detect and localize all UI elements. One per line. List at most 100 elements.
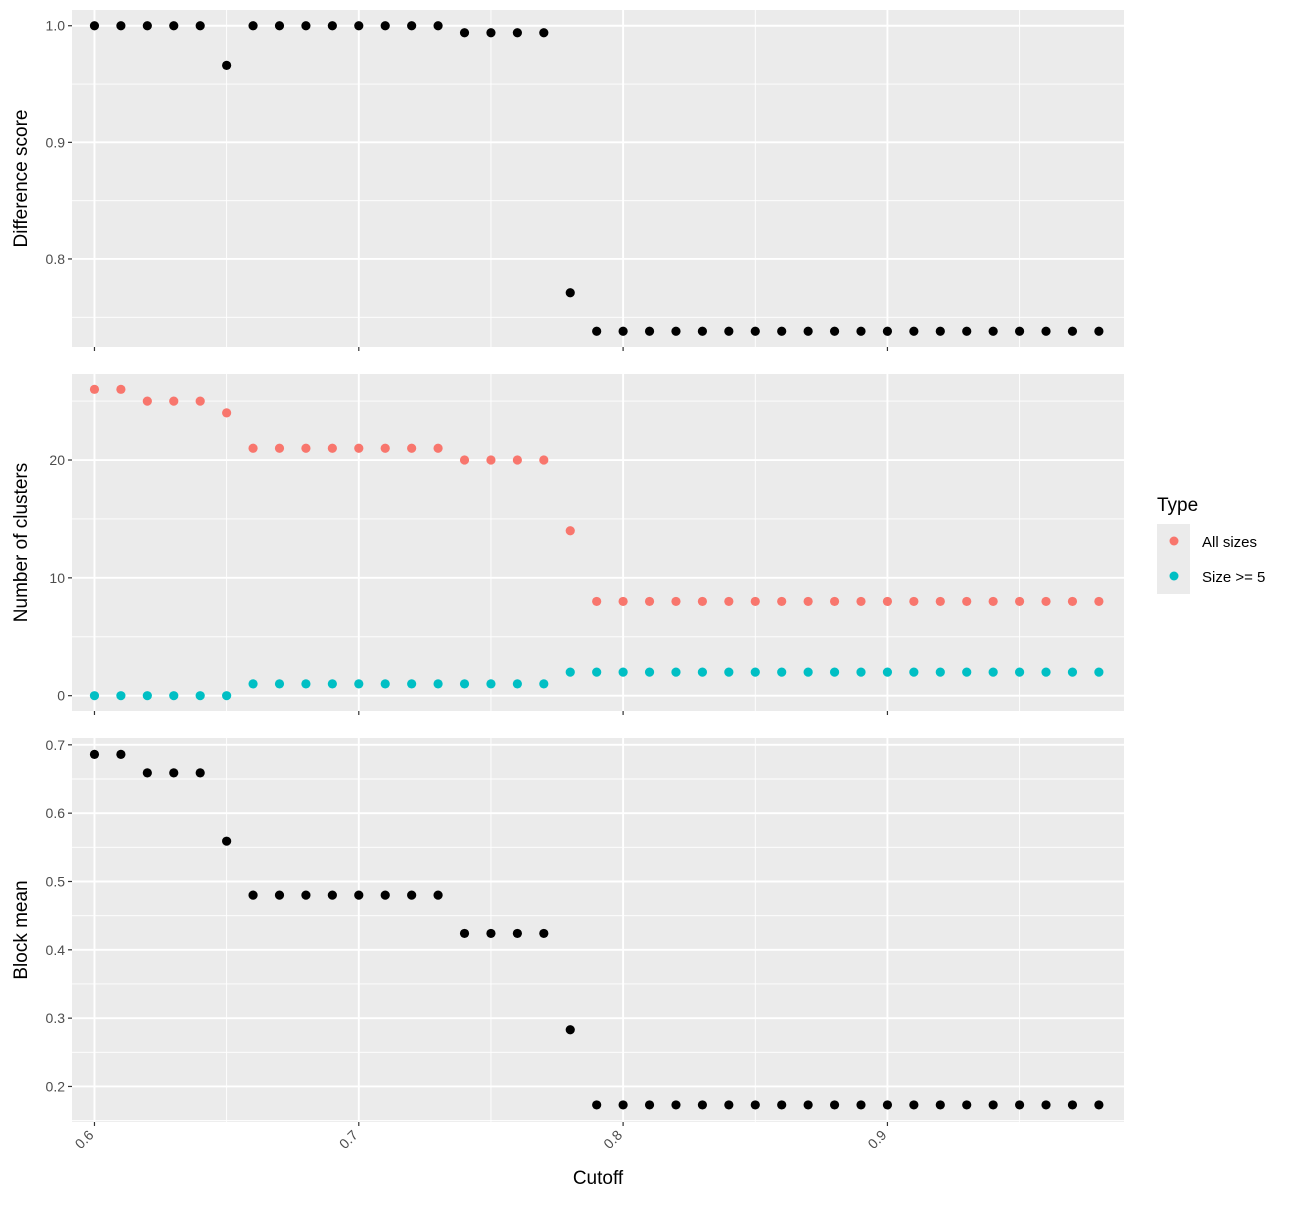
data-point xyxy=(592,667,602,677)
data-point xyxy=(565,288,575,298)
data-point xyxy=(803,326,813,336)
data-point xyxy=(671,596,681,607)
data-point xyxy=(407,679,417,689)
data-point xyxy=(459,455,470,465)
data-point xyxy=(1094,1100,1104,1110)
data-point xyxy=(856,1100,866,1110)
data-point xyxy=(1067,1100,1078,1110)
data-point xyxy=(354,443,364,453)
data-point xyxy=(195,691,205,701)
panel-background xyxy=(72,374,1124,711)
data-point xyxy=(486,455,496,465)
data-point xyxy=(644,667,655,677)
x-tick-label: 0.6 xyxy=(72,1127,97,1152)
data-point xyxy=(697,667,708,677)
data-point xyxy=(248,443,258,453)
data-point xyxy=(222,691,232,701)
data-point xyxy=(274,443,285,453)
data-point xyxy=(750,1100,760,1110)
y-axis-label: Difference score xyxy=(11,110,32,248)
data-point xyxy=(433,890,443,900)
data-point xyxy=(301,890,311,900)
data-point xyxy=(195,21,205,31)
data-point xyxy=(1067,667,1078,677)
data-point xyxy=(222,836,232,846)
legend-label-all-sizes: All sizes xyxy=(1202,534,1257,551)
data-point xyxy=(962,326,972,336)
y-tick-label: 20 xyxy=(49,452,65,468)
data-point xyxy=(724,1100,734,1110)
data-point xyxy=(380,890,390,900)
data-point xyxy=(1041,596,1051,607)
data-point xyxy=(882,667,893,677)
panel-1: 0.8 0.9 1.0 Difference score xyxy=(11,10,1124,351)
y-tick-label: 1.0 xyxy=(46,18,66,34)
data-point xyxy=(988,1100,998,1110)
data-point xyxy=(724,596,734,607)
data-point xyxy=(829,326,840,336)
series-1 xyxy=(89,384,1104,607)
data-point xyxy=(248,679,258,689)
data-point xyxy=(195,768,205,778)
data-point xyxy=(222,408,232,418)
data-point xyxy=(142,396,152,406)
data-point xyxy=(169,768,179,778)
data-point xyxy=(935,667,945,677)
data-point xyxy=(89,21,100,31)
data-point xyxy=(539,928,549,939)
data-point xyxy=(116,21,126,31)
data-point xyxy=(935,326,945,336)
data-point xyxy=(512,28,522,38)
data-point xyxy=(89,691,100,701)
data-point xyxy=(433,443,443,453)
y-axis-label: Block mean xyxy=(11,880,32,979)
data-point xyxy=(407,443,417,453)
data-point xyxy=(380,443,390,453)
data-point xyxy=(169,691,179,701)
data-point xyxy=(592,1100,602,1110)
data-point xyxy=(407,21,417,31)
data-point xyxy=(935,1100,945,1110)
data-point xyxy=(327,679,337,689)
x-tick-label: 0.7 xyxy=(336,1127,361,1152)
data-point xyxy=(274,679,285,689)
panels: 0.8 0.9 1.0 Difference score 0 10 20 Number of … xyxy=(11,10,1124,1152)
data-point xyxy=(909,596,919,607)
data-point xyxy=(274,21,285,31)
data-point xyxy=(142,691,152,701)
data-point xyxy=(565,1025,575,1035)
data-point xyxy=(829,667,840,677)
data-point xyxy=(777,326,787,336)
y-tick-label: 0.2 xyxy=(46,1078,66,1094)
data-point xyxy=(1014,667,1025,677)
data-point xyxy=(882,326,893,336)
series-1 xyxy=(89,749,1104,1110)
series-2 xyxy=(89,667,1104,701)
y-tick-label: 0.8 xyxy=(46,251,66,267)
x-tick-label: 0.9 xyxy=(864,1127,889,1152)
panel-2: 0 10 20 Number of clusters xyxy=(11,374,1124,715)
data-point xyxy=(671,667,681,677)
data-point xyxy=(1014,326,1025,336)
data-point xyxy=(89,749,100,759)
data-point xyxy=(856,326,866,336)
data-point xyxy=(724,667,734,677)
data-point xyxy=(988,596,998,607)
data-point xyxy=(618,1100,628,1110)
data-point xyxy=(327,443,337,453)
data-point xyxy=(618,667,628,677)
data-point xyxy=(803,596,813,607)
data-point xyxy=(777,1100,787,1110)
data-point xyxy=(301,21,311,31)
data-point xyxy=(433,679,443,689)
data-point xyxy=(512,928,522,939)
data-point xyxy=(724,326,734,336)
data-point xyxy=(327,890,337,900)
data-point xyxy=(301,679,311,689)
data-point xyxy=(169,396,179,406)
data-point xyxy=(354,679,364,689)
data-point xyxy=(644,1100,655,1110)
data-point xyxy=(882,1100,893,1110)
data-point xyxy=(486,679,496,689)
